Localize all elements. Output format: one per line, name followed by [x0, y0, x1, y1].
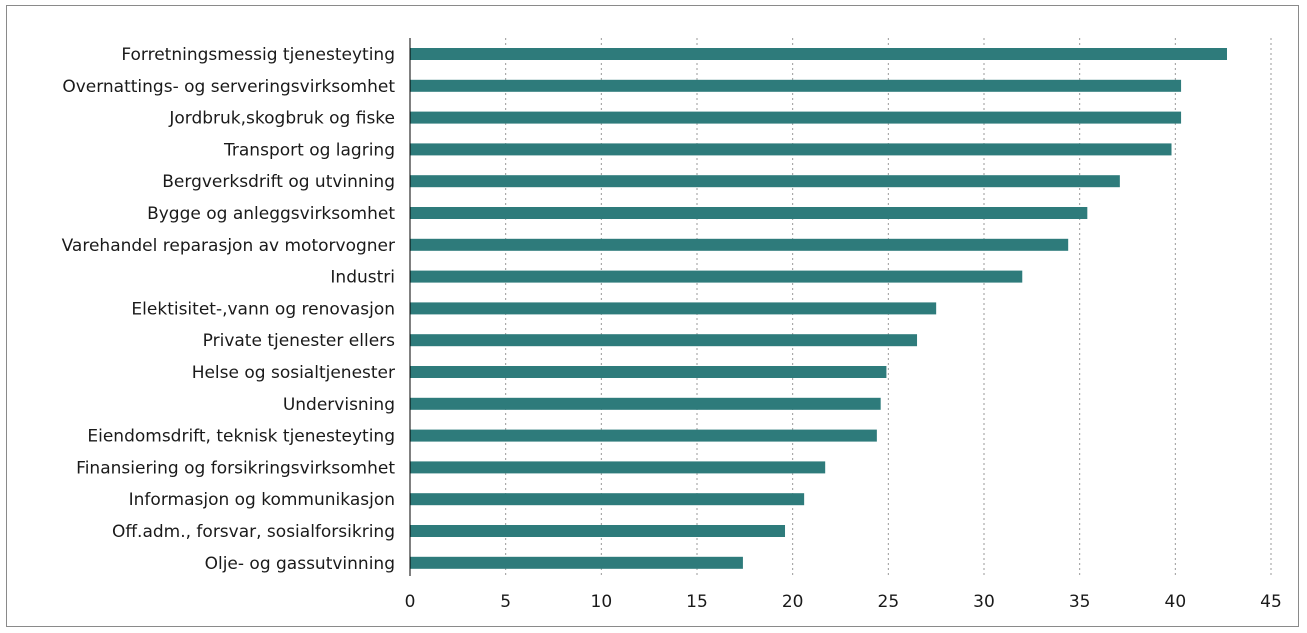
- bar-0: [410, 48, 1227, 60]
- x-tick-label: 0: [405, 592, 416, 612]
- x-tick-label: 30: [973, 592, 995, 612]
- bar-14: [410, 493, 805, 506]
- bar-11: [410, 397, 881, 410]
- bar-2: [410, 111, 1182, 124]
- bar-10: [410, 366, 887, 378]
- category-label: Eiendomsdrift, teknisk tjenesteyting: [87, 427, 395, 447]
- bar-13: [410, 461, 826, 474]
- chart-frame: [6, 5, 1299, 627]
- x-tick-label: 35: [1069, 592, 1091, 612]
- bar-16: [410, 556, 743, 569]
- category-label: Off.adm., forsvar, sosialforsikring: [112, 522, 395, 542]
- category-label: Elektisitet-,vann og renovasjon: [131, 299, 395, 319]
- category-label: Bergverksdrift og utvinning: [162, 172, 395, 192]
- bar-7: [410, 270, 1023, 283]
- category-label: Forretningsmessig tjenesteyting: [121, 45, 395, 65]
- bar-9: [410, 334, 918, 347]
- category-label: Finansiering og forsikringsvirksomhet: [76, 458, 395, 478]
- x-tick-labels: 0 5 10 15 20 25 30 35 40 45: [405, 592, 1282, 612]
- bar-6: [410, 238, 1069, 251]
- category-label: Private tjenester ellers: [203, 331, 395, 351]
- category-label: Undervisning: [283, 395, 395, 415]
- category-label: Overnattings- og serveringsvirksomhet: [62, 77, 395, 97]
- x-tick-label: 15: [686, 592, 708, 612]
- bar-3: [410, 143, 1172, 156]
- x-tick-label: 5: [500, 592, 511, 612]
- category-label: Varehandel reparasjon av motorvogner: [62, 236, 395, 256]
- category-label: Helse og sosialtjenester: [192, 363, 395, 383]
- x-tick-label: 20: [782, 592, 804, 612]
- bar-5: [410, 207, 1088, 219]
- bar-1: [410, 79, 1182, 92]
- bar-15: [410, 525, 786, 537]
- x-tick-label: 10: [591, 592, 613, 612]
- category-label: Bygge og anleggsvirksomhet: [147, 204, 395, 224]
- x-tick-label: 25: [878, 592, 900, 612]
- bar-12: [410, 429, 877, 442]
- bars: [410, 48, 1227, 569]
- category-label: Transport og lagring: [223, 140, 395, 160]
- x-tick-label: 40: [1165, 592, 1187, 612]
- x-tick-label: 45: [1260, 592, 1282, 612]
- category-label: Jordbruk,skogbruk og fiske: [168, 109, 395, 129]
- category-label: Olje- og gassutvinning: [205, 554, 395, 574]
- bar-4: [410, 175, 1120, 188]
- bar-8: [410, 302, 937, 315]
- category-label: Industri: [330, 268, 395, 288]
- category-labels: Forretningsmessig tjenesteyting Overnatti…: [62, 45, 396, 574]
- category-label: Informasjon og kommunikasjon: [129, 490, 395, 510]
